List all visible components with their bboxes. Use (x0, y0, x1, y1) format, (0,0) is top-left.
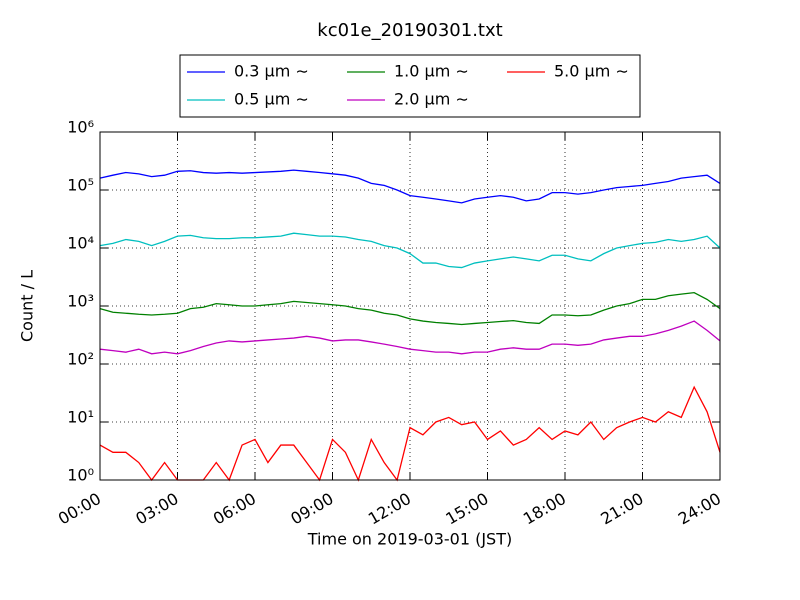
y-tick-label: 10⁵ (67, 176, 94, 195)
x-tick-label: 06:00 (210, 489, 259, 529)
y-tick-label: 10⁶ (67, 118, 94, 137)
y-tick-label: 10⁰ (67, 466, 94, 485)
chart-title: kc01e_20190301.txt (317, 20, 502, 41)
plot-frame (99, 131, 721, 481)
legend-label: 1.0 μm ∼ (394, 62, 469, 81)
series-line (99, 232, 721, 269)
series-line (99, 385, 721, 482)
legend-label: 5.0 μm ∼ (554, 62, 629, 81)
x-tick-label: 24:00 (675, 489, 724, 529)
x-tick-label: 09:00 (287, 489, 336, 529)
y-tick-label: 10¹ (67, 408, 94, 427)
y-axis-label: Count / L (18, 270, 37, 342)
y-tick-label: 10³ (67, 292, 94, 311)
y-tick-label: 10² (67, 350, 94, 369)
legend-label: 2.0 μm ∼ (394, 90, 469, 109)
legend-label: 0.5 μm ∼ (234, 90, 309, 109)
x-tick-label: 12:00 (365, 489, 414, 529)
x-tick-label: 03:00 (132, 489, 181, 529)
y-tick-label: 10⁴ (67, 234, 94, 253)
legend-box (179, 54, 641, 118)
series-line (99, 320, 721, 355)
x-tick-label: 21:00 (597, 489, 646, 529)
x-axis-label: Time on 2019-03-01 (JST) (307, 530, 512, 549)
series-line (99, 291, 721, 326)
x-tick-label: 00:00 (55, 489, 104, 529)
x-tick-label: 18:00 (520, 489, 569, 529)
series-line (99, 169, 721, 204)
legend-label: 0.3 μm ∼ (234, 62, 309, 81)
x-tick-label: 15:00 (442, 489, 491, 529)
